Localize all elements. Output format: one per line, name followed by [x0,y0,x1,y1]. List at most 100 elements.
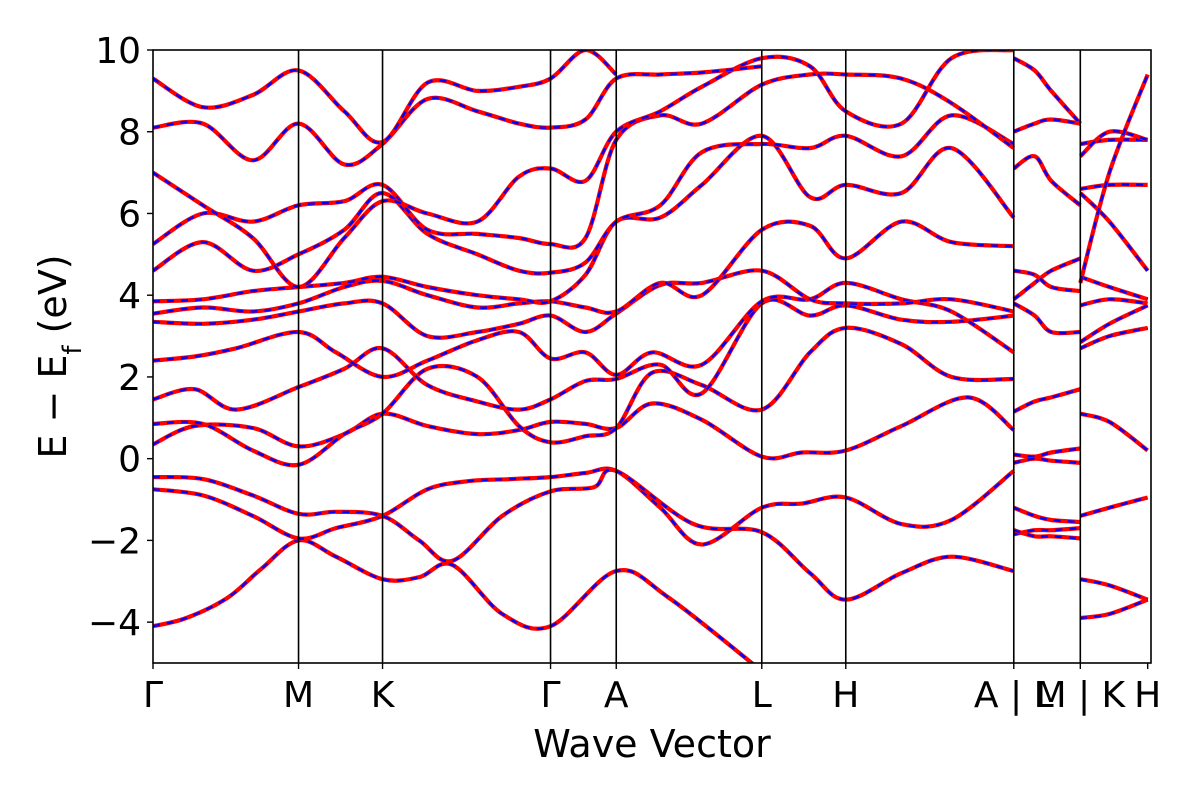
band-line-blue [1013,506,1081,524]
band-line-blue [1079,192,1149,272]
y-tick-label: −2 [88,521,141,562]
x-tick-label: Γ [143,675,163,716]
band-27 [1080,597,1149,621]
band-line-blue [1079,326,1148,350]
band-line-blue [1079,304,1149,344]
x-tick-label: Γ [541,675,561,716]
x-tick-label: L [752,675,772,716]
band-3 [153,395,1016,461]
band-line-red [1078,129,1149,158]
band-0 [153,538,755,663]
y-tick-label: 2 [118,358,141,399]
band-20 [1013,528,1081,541]
y-axis-label-main: E − E [31,355,75,459]
y-tick-label: 8 [118,113,141,154]
band-31 [1079,325,1149,351]
band-25 [1013,117,1081,134]
band-13 [153,64,763,168]
band-line-blue [1013,57,1082,125]
band-line-red [153,395,1016,461]
band-line-red [1078,73,1150,284]
band-34 [1079,274,1149,302]
band-line-blue [1079,496,1149,518]
band-5 [153,297,1015,412]
band-line-blue [1013,457,1081,464]
band-line-blue [153,220,1014,315]
band-line-red [1013,505,1081,525]
band-line-red [1012,301,1081,336]
band-line-blue [1013,388,1081,413]
x-tick-label: H [1134,675,1161,716]
band-line-blue [1080,598,1149,620]
band-15 [1012,387,1081,414]
plot-frame [152,49,1152,664]
band-line-blue [153,281,1015,379]
band-29 [1079,495,1149,518]
band-line-red [1012,56,1082,125]
band-line-blue [153,326,1014,467]
band-line-blue [153,396,1015,460]
band-line-blue [153,50,1014,289]
band-33 [1079,297,1148,308]
y-tick-label: −4 [88,603,141,644]
band-17 [1013,456,1081,465]
band-18 [1013,505,1081,525]
band-7 [153,268,1015,340]
band-26 [1012,154,1082,207]
x-tick-label: M [283,675,314,716]
band-6 [153,280,1015,380]
band-line-red [153,219,1014,316]
band-16 [1013,446,1081,459]
band-line-blue [1079,412,1149,452]
band-line-red [1012,154,1082,207]
x-tick-label: H [832,675,859,716]
band-line-blue [1080,578,1149,601]
band-35 [1080,182,1148,191]
band-8 [153,219,1014,316]
band-line-blue [1013,154,1082,207]
bands-layer [153,50,1150,663]
band-line-red [1012,256,1082,301]
x-tick-label: M | K [1035,675,1126,716]
y-tick-label: 10 [95,31,141,72]
y-tick-label: 4 [118,276,141,317]
band-38 [1078,129,1149,158]
band-line-red [1079,411,1149,453]
band-line-blue [153,298,1014,411]
x-axis-label: Wave Vector [533,722,771,766]
band-line-blue [1013,269,1081,293]
band-21 [1012,301,1081,336]
band-24 [1012,56,1082,125]
band-line-blue [153,539,754,663]
band-32 [1079,303,1149,344]
band-line-blue [153,269,1015,339]
band-line-blue [1079,275,1149,301]
band-line-blue [1013,526,1081,536]
y-axis-label-unit: (eV) [31,254,75,345]
band-23 [1013,268,1081,294]
band-36 [1079,137,1148,147]
band-line-blue [153,65,762,167]
band-11 [153,71,1016,250]
band-line-blue [1079,74,1149,284]
band-4 [153,325,1014,468]
kpoint-lines [297,50,1082,663]
y-axis-label: E − Ef (eV) [31,254,88,458]
x-tick-label: K [371,675,396,716]
band-line-blue [1080,138,1148,146]
x-tick-label: A | L [974,675,1054,716]
band-37 [1078,191,1150,272]
band-line-red [153,325,1014,468]
x-tick-label: A [604,675,629,716]
band-12 [153,50,1015,290]
band-line-blue [1013,118,1081,133]
band-line-blue [153,72,1015,249]
band-line-blue [1013,529,1081,540]
y-tick-label: 6 [118,194,141,235]
band-line-red [153,71,1016,250]
band-22 [1012,256,1082,301]
band-line-blue [1080,183,1148,191]
y-tick-label: 0 [118,440,141,481]
